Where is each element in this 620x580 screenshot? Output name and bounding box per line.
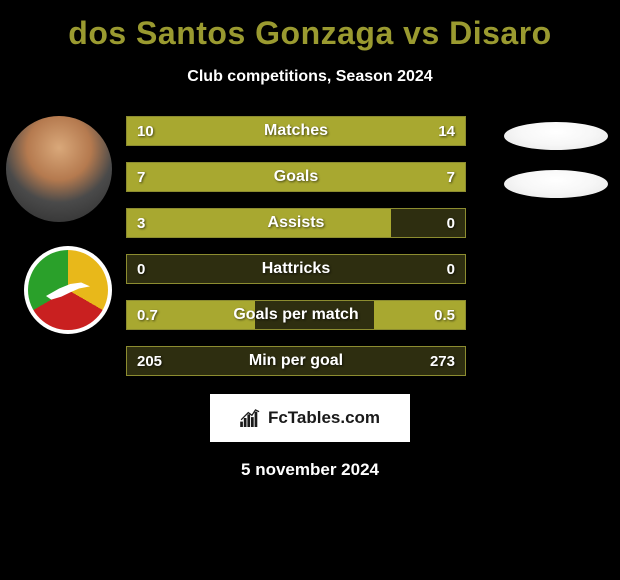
stat-row: 205 273Min per goal	[126, 346, 466, 376]
stat-row: 0.70.5Goals per match	[126, 300, 466, 330]
source-badge: FcTables.com	[210, 394, 410, 442]
stat-row: 77Goals	[126, 162, 466, 192]
stat-value-right: 273	[430, 347, 455, 375]
stat-bar-right	[269, 117, 465, 145]
source-badge-text: FcTables.com	[268, 408, 380, 428]
stat-row: 30Assists	[126, 208, 466, 238]
stat-bar-right	[296, 163, 465, 191]
stat-bar-right	[374, 301, 465, 329]
player-2-club-badge-placeholder	[504, 170, 608, 198]
chart-area: 1014Matches77Goals30Assists00Hattricks0.…	[0, 116, 620, 376]
fctables-logo-icon	[240, 409, 262, 427]
stat-value-right: 0	[447, 209, 455, 237]
stat-row: 0 0Hattricks	[126, 254, 466, 284]
stat-row: 1014Matches	[126, 116, 466, 146]
stat-bar-left	[127, 301, 255, 329]
stat-label: Min per goal	[127, 347, 465, 375]
club-badge-colors	[28, 250, 108, 330]
player-1-club-badge	[24, 246, 112, 334]
player-1-avatar	[6, 116, 112, 222]
comparison-infographic: dos Santos Gonzaga vs Disaro Club compet…	[0, 0, 620, 490]
stat-value-right: 0	[447, 255, 455, 283]
stat-bars: 1014Matches77Goals30Assists00Hattricks0.…	[120, 116, 490, 376]
player-2-avatar-placeholder	[504, 122, 608, 150]
stat-value-left: 0	[137, 255, 145, 283]
stat-bar-left	[127, 209, 391, 237]
subtitle: Club competitions, Season 2024	[187, 68, 432, 86]
page-title: dos Santos Gonzaga vs Disaro	[68, 15, 551, 52]
stat-bar-left	[127, 117, 269, 145]
date-text: 5 november 2024	[241, 460, 379, 480]
stat-label: Hattricks	[127, 255, 465, 283]
club-badge-bird-icon	[46, 275, 90, 305]
stat-value-left: 205	[137, 347, 162, 375]
stat-bar-left	[127, 163, 296, 191]
